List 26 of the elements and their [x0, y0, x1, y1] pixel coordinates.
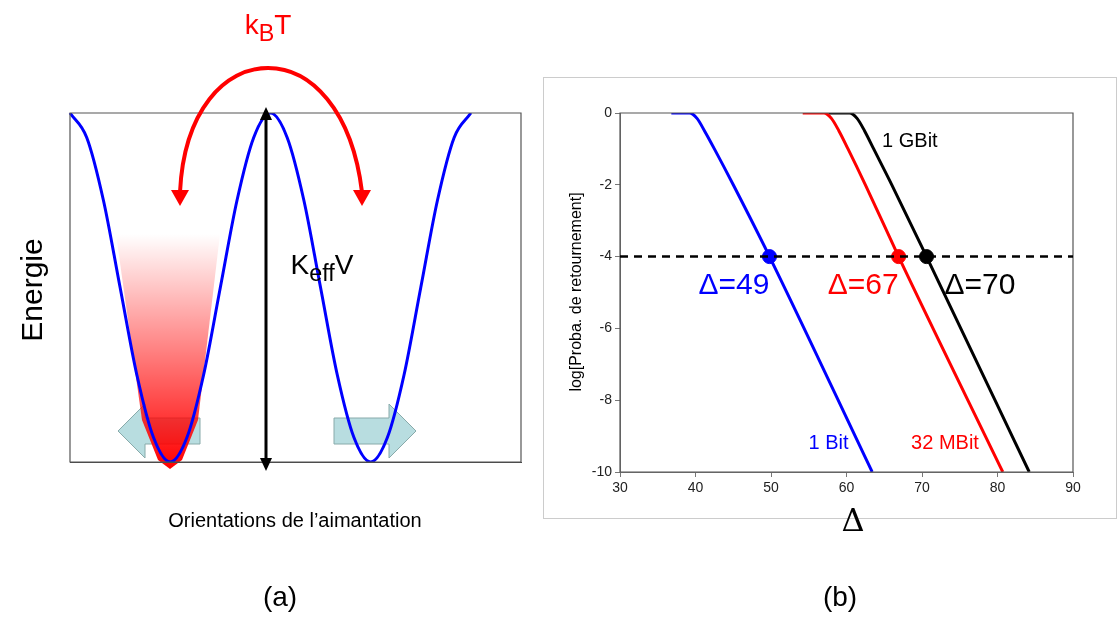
x-tick-label: 40 [687, 479, 704, 496]
x-tick-label: 70 [914, 479, 930, 496]
y-tick-label: -10 [591, 462, 613, 479]
x-tick-label: 50 [763, 479, 779, 496]
x-tick-label: 30 [612, 479, 628, 496]
annotation: Δ=49 [698, 266, 770, 300]
annotation: Δ=70 [944, 266, 1016, 300]
x-tick-label: 90 [1065, 479, 1081, 496]
series-label: 1 GBit [882, 129, 939, 152]
x-tick-label: 80 [989, 479, 1006, 496]
text: (b) [822, 581, 858, 612]
text: (a) [262, 581, 298, 612]
y-axis-title: Energie [15, 238, 48, 342]
y-tick-label: -4 [599, 247, 613, 264]
y-tick-label: -2 [599, 175, 613, 192]
y-tick-label: -8 [599, 391, 613, 408]
y-tick-label: 0 [604, 103, 613, 120]
y-axis-title: log[Proba. de retournement] [567, 192, 584, 392]
x-axis-title: Δ [841, 501, 865, 539]
series-label: 32 MBit [911, 430, 980, 453]
text: k$_{B}$T [244, 9, 292, 46]
annotation: Δ=67 [827, 266, 899, 300]
x-axis-title: Orientations de l’aimantation [168, 509, 422, 531]
series-label: 1 Bit [808, 430, 849, 453]
x-tick-label: 60 [838, 479, 855, 496]
y-tick-label: -6 [599, 319, 613, 336]
